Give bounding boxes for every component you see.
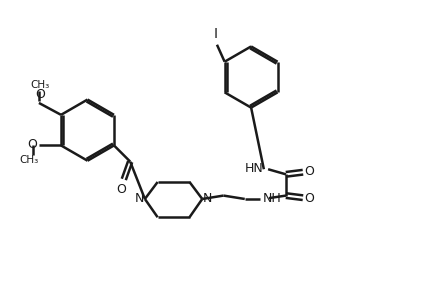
Text: O: O: [305, 165, 314, 178]
Text: O: O: [27, 138, 37, 151]
Text: O: O: [305, 192, 314, 205]
Text: CH₃: CH₃: [19, 155, 39, 165]
Text: N: N: [203, 192, 212, 205]
Text: NH: NH: [263, 192, 281, 205]
Text: CH₃: CH₃: [30, 80, 49, 90]
Text: O: O: [35, 88, 45, 101]
Text: O: O: [117, 183, 126, 196]
Text: I: I: [214, 27, 218, 41]
Text: N: N: [135, 192, 144, 205]
Text: HN: HN: [245, 162, 264, 175]
